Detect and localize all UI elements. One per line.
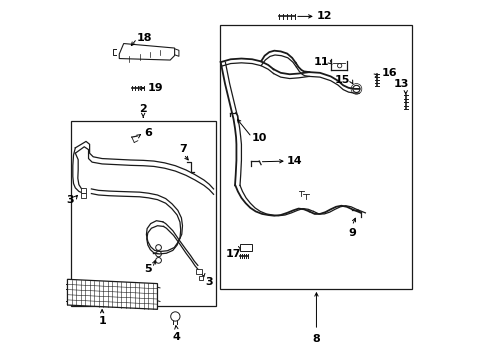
Text: 12: 12: [317, 12, 332, 21]
Text: 14: 14: [287, 157, 303, 166]
Text: 19: 19: [148, 83, 164, 93]
Polygon shape: [119, 44, 174, 60]
Text: 13: 13: [394, 79, 409, 89]
Text: 5: 5: [145, 264, 152, 274]
Bar: [81, 193, 86, 198]
Polygon shape: [68, 279, 157, 309]
Text: 8: 8: [313, 334, 320, 344]
Bar: [220, 24, 412, 289]
Text: 9: 9: [348, 228, 356, 238]
Text: 3: 3: [66, 195, 74, 204]
Text: 15: 15: [335, 75, 350, 85]
Text: 4: 4: [172, 332, 180, 342]
Text: 17: 17: [225, 249, 241, 259]
Text: 1: 1: [98, 316, 106, 327]
Text: 11: 11: [314, 57, 329, 67]
Text: 18: 18: [137, 33, 152, 43]
Text: 7: 7: [180, 144, 188, 154]
Bar: [81, 188, 86, 193]
Bar: [71, 121, 216, 306]
Text: 3: 3: [205, 277, 213, 287]
Text: 10: 10: [252, 133, 268, 143]
Text: 16: 16: [381, 68, 397, 78]
Bar: [241, 244, 252, 251]
Text: 2: 2: [139, 104, 147, 114]
Bar: [199, 276, 203, 280]
Bar: [196, 269, 202, 274]
Text: 6: 6: [144, 128, 152, 138]
